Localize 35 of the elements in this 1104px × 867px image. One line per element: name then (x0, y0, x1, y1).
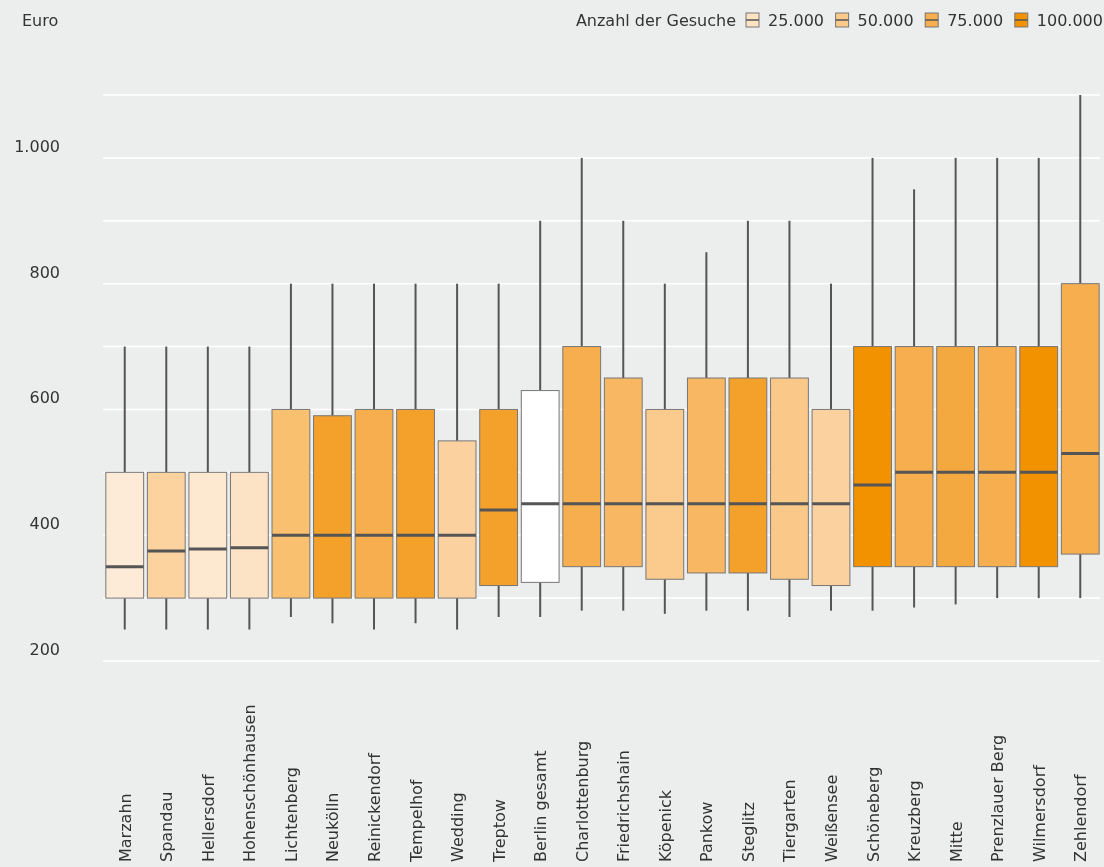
y-tick-label: 400 (29, 514, 60, 534)
y-tick-label: 800 (29, 262, 60, 282)
x-tick-label: Weißensee (822, 774, 841, 862)
y-tick-label: 600 (29, 388, 60, 408)
x-tick-label: Reinickendorf (365, 752, 384, 862)
y-tick-label: 1.000 (14, 136, 60, 156)
x-tick-label: Kreuzberg (905, 780, 925, 862)
x-tick-label: Wilmersdorf (1029, 764, 1049, 862)
x-tick-label: Berlin gesamt (531, 750, 551, 862)
legend-label: 25.000 (768, 11, 824, 30)
legend-label: 50.000 (857, 11, 914, 30)
x-tick-label: Lichtenberg (281, 766, 301, 862)
x-tick-label: Zehlendorf (1071, 774, 1091, 862)
legend-title: Anzahl der Gesuche (575, 11, 736, 30)
x-tick-label: Schöneberg (863, 766, 883, 862)
x-tick-label: Spandau (157, 791, 177, 862)
x-tick-label: Hohenschönhausen (240, 704, 260, 862)
x-tick-label: Charlottenburg (572, 740, 592, 862)
legend-label: 75.000 (947, 11, 1004, 30)
x-tick-label: Tiergarten (780, 779, 800, 863)
x-tick-label: Hellersdorf (198, 773, 218, 862)
y-tick-label: 200 (29, 640, 60, 659)
x-tick-label: Köpenick (655, 789, 675, 862)
x-tick-label: Prenzlauer Berg (988, 734, 1008, 862)
y-axis-title: Euro (22, 11, 59, 30)
x-tick-label: Tempelhof (406, 779, 426, 863)
legend-label: 100.000 (1036, 11, 1103, 30)
x-tick-label: Steglitz (738, 802, 758, 862)
x-tick-label: Wedding (448, 792, 468, 862)
x-tick-label: Mitte (946, 821, 966, 862)
x-tick-label: Pankow (697, 801, 717, 862)
x-tick-label: Friedrichshain (614, 750, 634, 862)
x-tick-label: Neukölln (323, 792, 343, 862)
x-tick-label: Marzahn (115, 793, 135, 862)
x-tick-label: Treptow (489, 799, 509, 863)
